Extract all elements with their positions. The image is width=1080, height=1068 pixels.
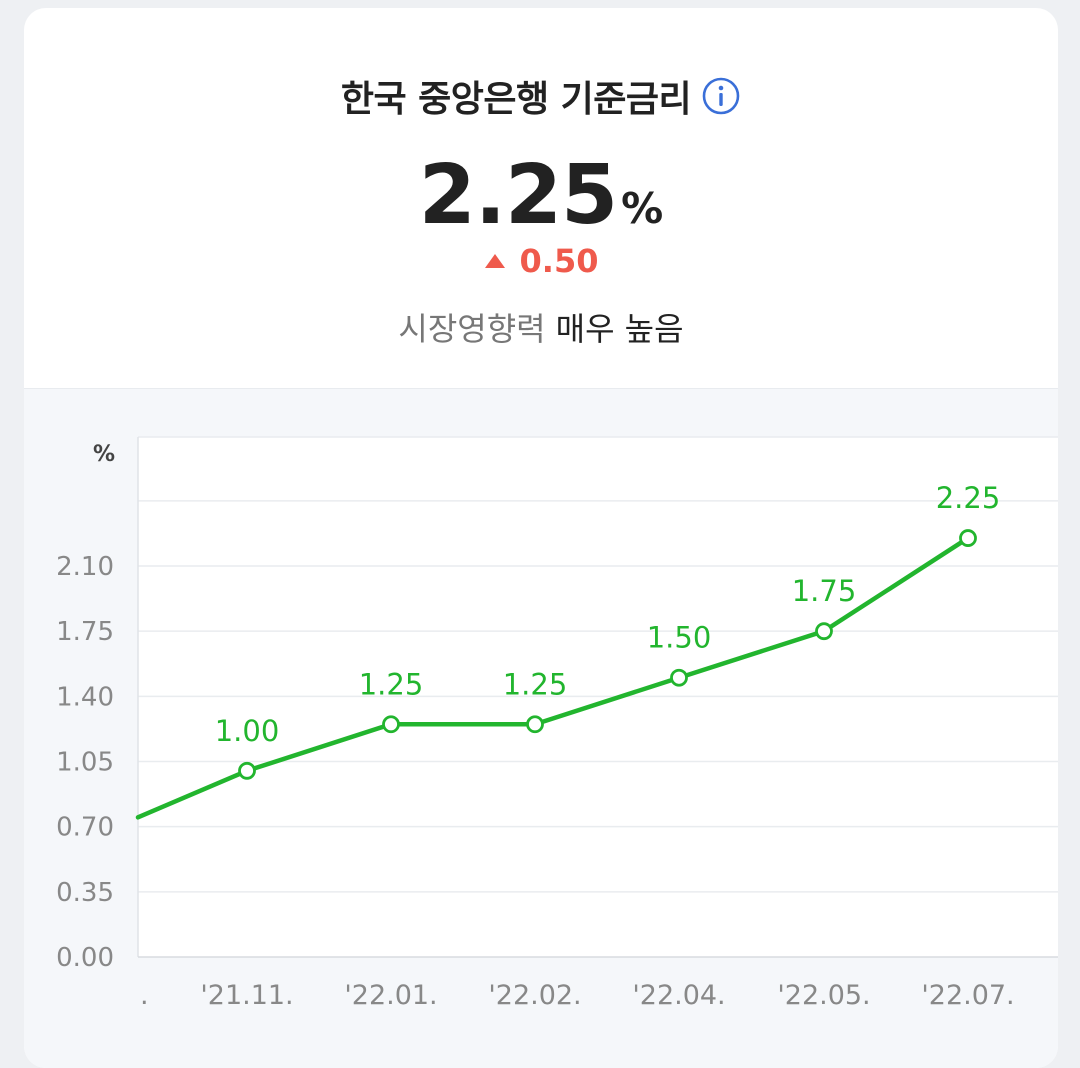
- impact-label: 시장영향력: [398, 310, 546, 348]
- base-rate-card: 한국 중앙은행 기준금리 2.25 % 0.50 시장영향력: [24, 8, 1058, 1068]
- data-label: 2.25: [936, 481, 1001, 515]
- rate-change-row: 0.50: [24, 242, 1058, 280]
- data-point: [670, 668, 688, 687]
- y-tick-label: 0.70: [56, 813, 114, 843]
- rate-line-chart: % 2.10 1.75 1.40 1.05 0.70 0.35 0.00. '21.11. '22…: [56, 436, 1058, 1011]
- x-tick-label: '22.02.: [488, 980, 581, 1011]
- data-point: [526, 715, 544, 734]
- triangle-up-icon: [484, 253, 506, 269]
- rate-chart: % 2.10 1.75 1.40 1.05 0.70 0.35 0.00. '21.11. '22…: [24, 388, 1058, 1068]
- data-point: [959, 529, 977, 547]
- data-point: [382, 715, 400, 734]
- rate-unit: %: [621, 184, 664, 233]
- data-label: 1.50: [647, 621, 712, 655]
- y-tick-label: 1.75: [56, 617, 114, 647]
- y-axis-unit-label: %: [93, 442, 115, 467]
- y-tick-label: 2.10: [56, 552, 114, 582]
- data-point: [815, 622, 833, 641]
- rate-value: 2.25: [418, 148, 618, 243]
- title-row: 한국 중앙은행 기준금리: [24, 70, 1058, 122]
- data-label: 1.75: [792, 574, 857, 608]
- info-icon[interactable]: [701, 76, 741, 116]
- x-tick-label: '22.01.: [344, 980, 437, 1011]
- x-tick-label: '22.04.: [632, 980, 725, 1011]
- rate-value-row: 2.25 %: [24, 148, 1058, 243]
- rate-summary: 한국 중앙은행 기준금리 2.25 % 0.50 시장영향력: [24, 8, 1058, 388]
- data-label: 1.00: [215, 714, 280, 748]
- data-point: [238, 761, 256, 780]
- market-impact: 시장영향력 매우 높음: [24, 304, 1058, 350]
- data-label: 1.25: [503, 667, 568, 701]
- x-tick-label: '22.07.: [921, 980, 1014, 1011]
- x-tick-label: '22.05.: [777, 980, 870, 1011]
- y-tick-label: 1.40: [56, 682, 114, 712]
- x-tick-label: '21.11.: [200, 980, 293, 1011]
- y-tick-label: 0.35: [56, 878, 114, 908]
- y-tick-label: 0.00: [56, 943, 114, 973]
- x-tick-label-partial: .: [140, 980, 149, 1011]
- page-title: 한국 중앙은행 기준금리: [340, 79, 692, 120]
- rate-change: 0.50: [519, 242, 599, 280]
- impact-value: 매우 높음: [555, 310, 684, 348]
- data-label: 1.25: [359, 667, 424, 701]
- y-tick-label: 1.05: [56, 748, 114, 778]
